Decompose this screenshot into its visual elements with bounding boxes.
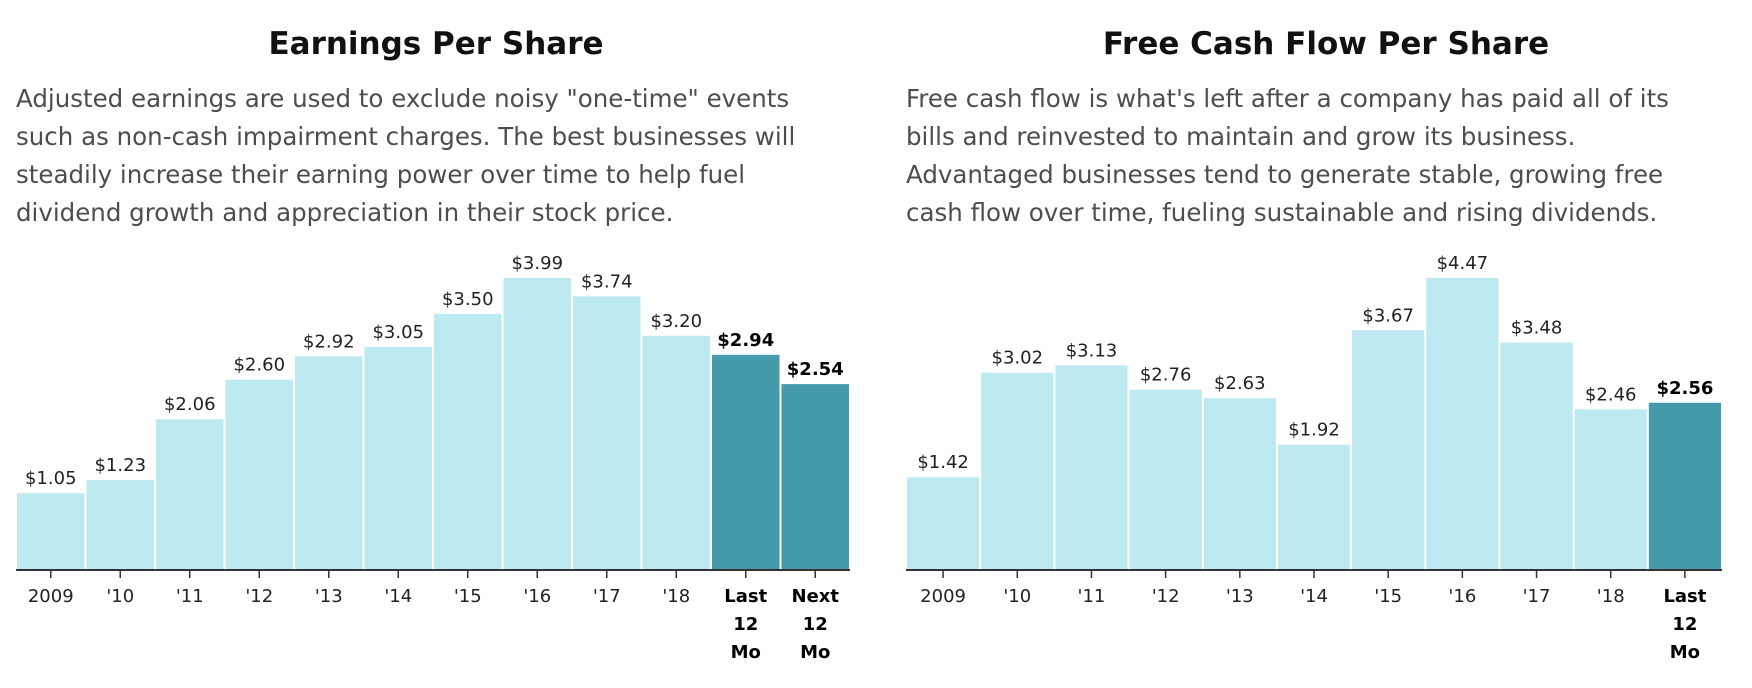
eps-x-tick-label: '16 (523, 586, 551, 607)
fcf-x-tick-label: '10 (1003, 586, 1031, 607)
fcf-value-label: $3.67 (1362, 305, 1414, 326)
eps-value-label: $3.99 (511, 253, 563, 274)
fcf-value-label: $3.02 (992, 348, 1044, 369)
eps-bar (573, 296, 641, 570)
fcf-x-tick-label: '11 (1078, 586, 1106, 607)
fcf-bar (1129, 389, 1202, 570)
fcf-value-label: $1.92 (1288, 420, 1340, 441)
fcf-x-tick-label: '17 (1523, 586, 1551, 607)
fcf-bar (1277, 444, 1351, 570)
eps-value-label: $2.54 (787, 359, 844, 380)
eps-value-label: $2.60 (233, 355, 285, 376)
fcf-x-tick-label: Last 12 Mo (1663, 586, 1706, 663)
eps-bar (225, 379, 293, 570)
fcf-x-tick-label: '12 (1152, 586, 1180, 607)
fcf-x-tick-label: 2009 (920, 586, 966, 607)
fcf-x-tick-label: '14 (1300, 586, 1328, 607)
fcf-title: Free Cash Flow Per Share (1102, 26, 1550, 62)
fcf-value-label: $2.63 (1214, 373, 1266, 394)
eps-x-tick-label: '17 (593, 586, 621, 607)
eps-x-tick-label: '18 (662, 586, 690, 607)
fcf-x-tick-label: '15 (1374, 586, 1402, 607)
fcf-bar (1055, 365, 1128, 570)
fcf-x-tick-label: '16 (1448, 586, 1476, 607)
eps-bar (17, 493, 85, 570)
fcf-bar (907, 477, 980, 570)
eps-x-tick-label: '15 (454, 586, 482, 607)
eps-x-tick-label: 2009 (28, 586, 74, 607)
fcf-bar (1500, 342, 1573, 570)
fcf-value-label: $3.48 (1511, 318, 1563, 339)
eps-value-label: $3.50 (442, 289, 494, 310)
fcf-value-label: $2.56 (1656, 378, 1713, 399)
eps-bar (642, 335, 710, 570)
fcf-value-label: $3.13 (1066, 341, 1118, 362)
eps-bar (781, 384, 849, 570)
fcf-bar-chart: $1.42 2009 $3.02 '10 $3.13 '11 $2.76 '12 $2.63 '1… (906, 253, 1722, 663)
eps-bar (86, 479, 154, 570)
eps-bar (712, 354, 780, 570)
fcf-bar (1574, 409, 1647, 570)
eps-bar (364, 346, 432, 570)
fcf-value-label: $4.47 (1437, 253, 1489, 274)
eps-x-tick-label: Last 12 Mo (724, 586, 767, 663)
fcf-bar (1426, 278, 1499, 570)
eps-value-label: $2.06 (164, 394, 216, 415)
eps-x-tick-label: '10 (106, 586, 134, 607)
fcf-bar (1203, 398, 1276, 570)
eps-value-label: $1.23 (94, 455, 146, 476)
eps-bar (156, 419, 224, 570)
eps-description: Adjusted earnings are used to exclude no… (16, 84, 796, 227)
fcf-bar (981, 372, 1054, 570)
fcf-value-label: $2.76 (1140, 365, 1192, 386)
eps-value-label: $3.74 (581, 271, 633, 292)
eps-x-tick-label: '13 (315, 586, 343, 607)
eps-x-tick-label: '14 (384, 586, 412, 607)
eps-title: Earnings Per Share (268, 26, 604, 62)
eps-bar (295, 356, 363, 570)
eps-bar (434, 313, 502, 570)
eps-value-label: $3.05 (372, 322, 424, 343)
fcf-value-label: $2.46 (1585, 384, 1637, 405)
eps-bar (503, 278, 571, 570)
fcf-x-tick-label: '13 (1226, 586, 1254, 607)
fcf-value-label: $1.42 (917, 452, 969, 473)
eps-x-tick-label: Next 12 Mo (792, 586, 840, 663)
eps-value-label: $2.94 (717, 330, 774, 351)
eps-value-label: $3.20 (650, 311, 702, 332)
eps-bar-chart: $1.05 2009 $1.23 '10 $2.06 '11 $2.60 '12 $2.92 '1… (16, 253, 850, 663)
fcf-x-tick-label: '18 (1597, 586, 1625, 607)
fcf-description: Free cash flow is what's left after a co… (906, 84, 1669, 227)
eps-x-tick-label: '11 (176, 586, 204, 607)
eps-value-label: $1.05 (25, 468, 77, 489)
fcf-bar (1352, 330, 1425, 570)
eps-value-label: $2.92 (303, 331, 355, 352)
fcf-bar (1648, 402, 1721, 570)
eps-x-tick-label: '12 (245, 586, 273, 607)
